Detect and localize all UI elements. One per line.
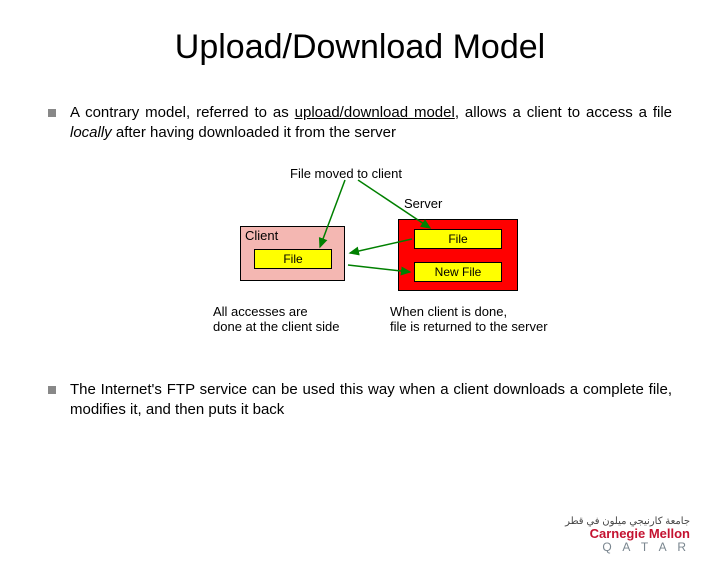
b1-under: upload/download model	[295, 104, 455, 121]
caption-client-access: All accesses are done at the client side	[213, 304, 339, 335]
logo-qatar: Q A T A R	[565, 541, 690, 554]
bullet-marker	[48, 109, 56, 117]
caption-br-1: When client is done,	[390, 304, 548, 320]
bullet-marker	[48, 386, 56, 394]
caption-return: When client is done, file is returned to…	[390, 304, 548, 335]
bullet-1-text: A contrary model, referred to as upload/…	[70, 103, 672, 144]
logo-cm: Carnegie Mellon	[565, 527, 690, 541]
caption-br-2: file is returned to the server	[390, 319, 548, 335]
bullet-2-text: The Internet's FTP service can be used t…	[70, 380, 672, 421]
b1-pre: A contrary model, referred to as	[70, 104, 295, 121]
bullet-2: The Internet's FTP service can be used t…	[48, 380, 672, 421]
client-label: Client	[245, 228, 278, 243]
caption-file-moved: File moved to client	[290, 166, 402, 181]
server-label: Server	[404, 196, 442, 211]
client-file-box: File	[254, 249, 332, 269]
slide-title: Upload/Download Model	[0, 28, 720, 67]
logo-arabic: جامعة كارنيجي ميلون في قطر	[565, 516, 690, 527]
caption-bl-1: All accesses are	[213, 304, 339, 320]
arrows-svg	[0, 154, 720, 374]
b1-mid: , allows a client to access a file	[455, 104, 672, 121]
b1-post: after having downloaded it from the serv…	[112, 124, 396, 141]
caption-bl-2: done at the client side	[213, 319, 339, 335]
diagram: File moved to client Server Client File …	[0, 154, 720, 374]
bullet-1: A contrary model, referred to as upload/…	[48, 103, 672, 144]
footer-logo: جامعة كارنيجي ميلون في قطر Carnegie Mell…	[565, 516, 690, 554]
server-newfile-box: New File	[414, 262, 502, 282]
server-file-box: File	[414, 229, 502, 249]
b1-italic: locally	[70, 124, 112, 141]
